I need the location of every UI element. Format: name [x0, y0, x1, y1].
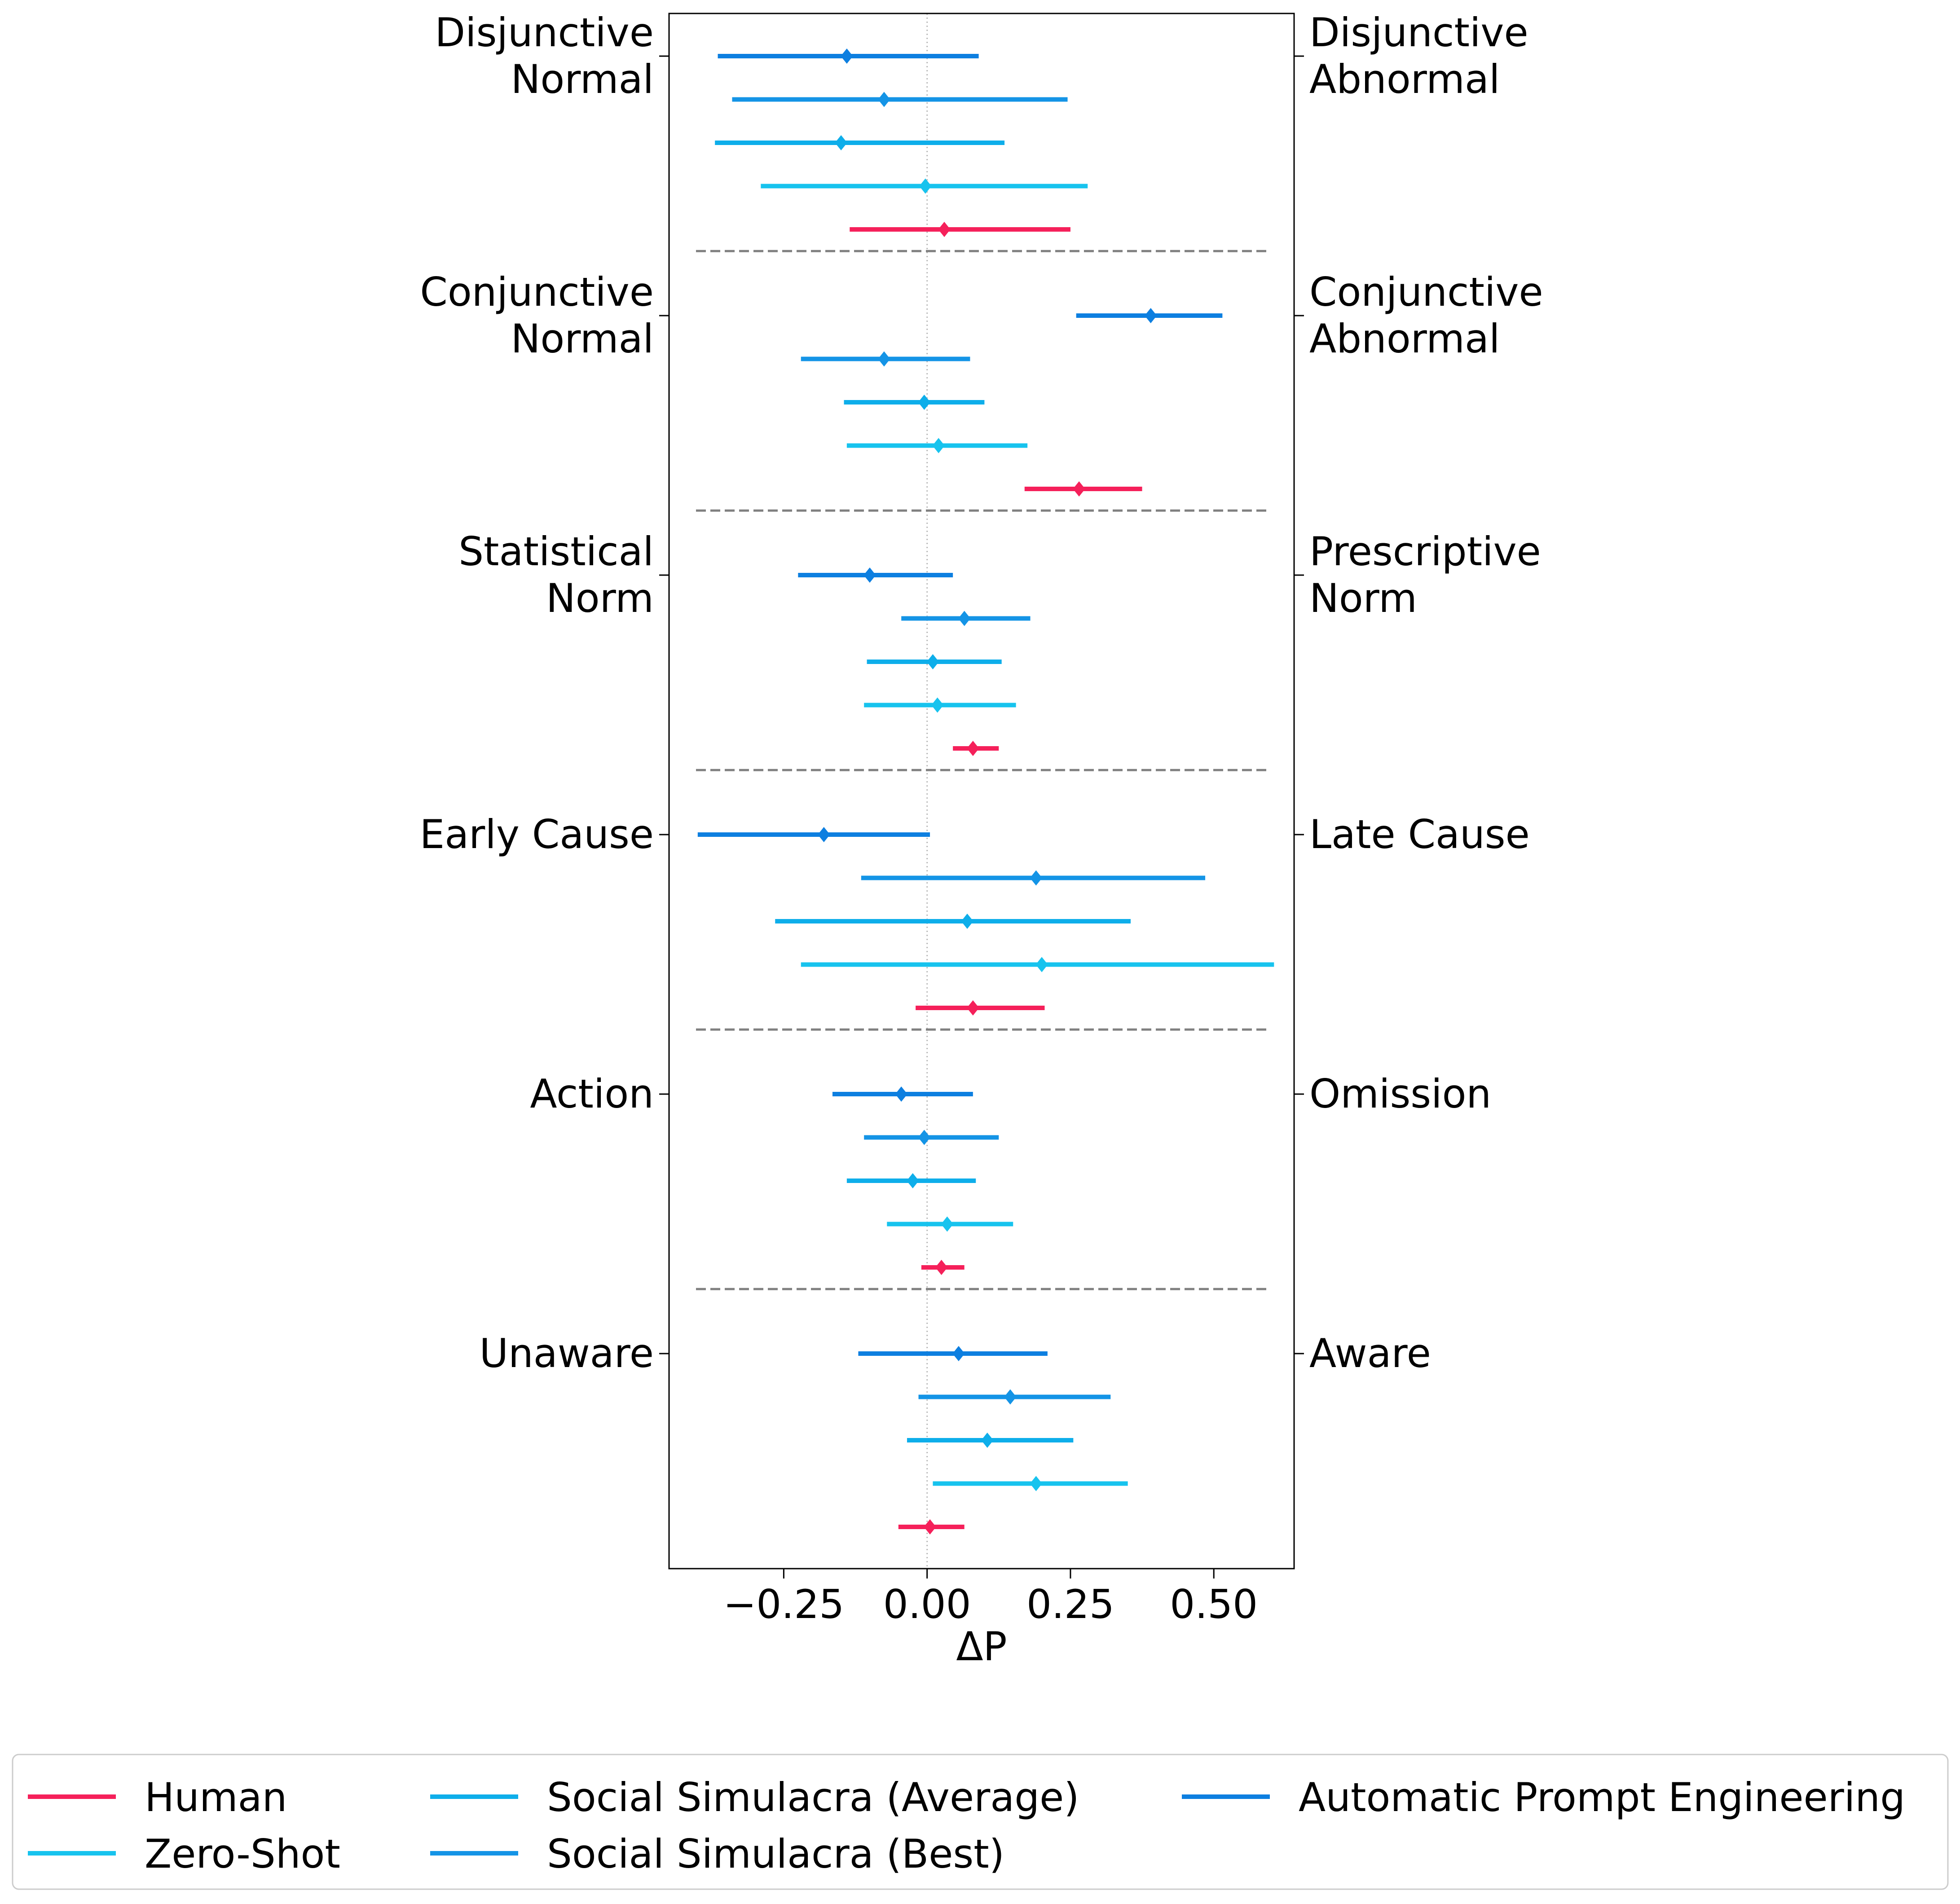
mean-marker	[1030, 870, 1042, 886]
right-group-label-line: Abnormal	[1309, 316, 1500, 362]
x-tick-label: 0.25	[1026, 1581, 1114, 1627]
mean-marker	[924, 1519, 936, 1535]
right-group-label-line: Abnormal	[1309, 56, 1500, 102]
mean-marker	[919, 178, 932, 194]
mean-marker	[907, 1173, 919, 1188]
mean-marker	[981, 1433, 994, 1448]
right-group-label: Prescriptive Norm	[1309, 528, 1541, 621]
mean-marker	[918, 1130, 930, 1145]
mean-marker	[918, 395, 930, 410]
mean-marker	[932, 438, 945, 453]
chart-marks	[697, 48, 1274, 1535]
right-group-label-line: Omission	[1309, 1071, 1491, 1117]
x-tick-label: 0.50	[1170, 1581, 1258, 1627]
legend-label: Social Simulacra (Best)	[547, 1831, 1004, 1877]
left-group-label: Unaware	[480, 1330, 654, 1376]
x-tick-label: −0.25	[723, 1581, 845, 1627]
mean-marker	[967, 741, 979, 756]
right-group-label: Conjunctive Abnormal	[1309, 269, 1543, 362]
mean-marker	[941, 1216, 953, 1232]
mean-marker	[952, 1346, 965, 1361]
legend: Human Zero-Shot Social Simulacra (Average)…	[12, 1754, 1949, 1890]
right-group-label-line: Conjunctive	[1309, 269, 1543, 315]
mean-marker	[841, 48, 853, 64]
right-group-label-line: Prescriptive	[1309, 528, 1541, 575]
right-group-label: Aware	[1309, 1330, 1431, 1376]
mean-marker	[967, 1000, 979, 1016]
left-group-label: Statistical Norm	[458, 528, 654, 621]
left-group-label-line: Action	[530, 1071, 654, 1117]
right-group-label: Omission	[1309, 1071, 1491, 1117]
left-group-label-line: Unaware	[480, 1330, 654, 1376]
right-group-label: Disjunctive Abnormal	[1309, 9, 1528, 102]
left-group-label-line: Normal	[511, 56, 654, 102]
grid-lines	[696, 13, 1267, 1569]
mean-marker	[835, 135, 847, 150]
mean-marker	[961, 914, 973, 929]
mean-marker	[1004, 1389, 1017, 1405]
mean-marker	[938, 222, 951, 237]
legend-label: Human	[145, 1774, 287, 1820]
left-group-label: Action	[530, 1071, 654, 1117]
mean-marker	[818, 827, 830, 842]
mean-marker	[863, 567, 876, 583]
right-group-label: Late Cause	[1309, 811, 1530, 857]
left-group-label: Disjunctive Normal	[435, 9, 654, 102]
right-group-label-line: Aware	[1309, 1330, 1431, 1376]
mean-marker	[878, 351, 890, 367]
mean-marker	[878, 92, 890, 107]
x-tick-label: 0.00	[883, 1581, 971, 1627]
mean-marker	[895, 1086, 907, 1102]
left-group-label-line: Early Cause	[420, 811, 654, 857]
mean-marker	[1030, 1476, 1042, 1491]
left-group-label: Conjunctive Normal	[420, 269, 654, 362]
legend-label: Zero-Shot	[145, 1831, 340, 1877]
legend-label: Social Simulacra (Average)	[547, 1774, 1079, 1820]
right-group-label-line: Late Cause	[1309, 811, 1530, 857]
mean-marker	[935, 1260, 948, 1275]
left-group-label-line: Conjunctive	[420, 269, 654, 315]
mean-marker	[926, 654, 939, 669]
left-group-label-line: Normal	[511, 316, 654, 362]
mean-marker	[931, 697, 944, 713]
legend-label: Automatic Prompt Engineering	[1299, 1774, 1905, 1820]
mean-marker	[1145, 308, 1157, 323]
left-group-label-line: Disjunctive	[435, 9, 654, 56]
left-group-label-line: Statistical	[458, 528, 654, 575]
mean-marker	[1073, 481, 1085, 497]
right-group-label-line: Disjunctive	[1309, 9, 1528, 56]
left-group-label: Early Cause	[420, 811, 654, 857]
mean-marker	[1035, 957, 1048, 972]
mean-marker	[958, 611, 971, 626]
right-group-label-line: Norm	[1309, 575, 1417, 621]
plot-frame	[668, 13, 1295, 1570]
x-axis-label: ΔP	[956, 1623, 1007, 1670]
left-group-label-line: Norm	[546, 575, 654, 621]
